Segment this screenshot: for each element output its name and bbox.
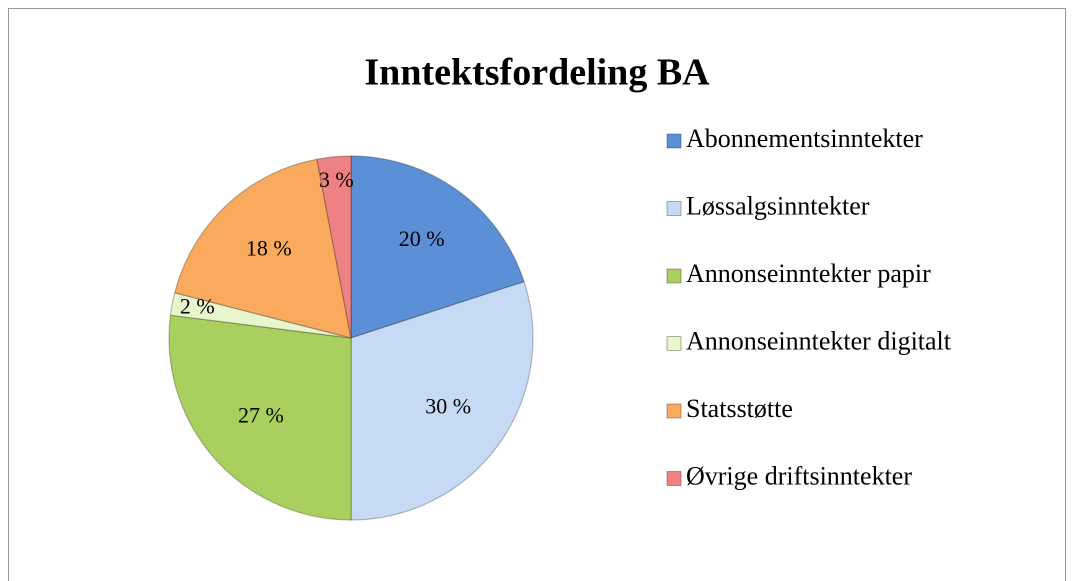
pie-slice <box>350 281 534 521</box>
data-label: 20 % <box>399 226 445 251</box>
data-label: 27 % <box>238 402 284 427</box>
legend-swatch <box>666 133 682 149</box>
pie-slice <box>169 292 352 339</box>
frame <box>8 8 1066 581</box>
chart-title: Inntektsfordeling BA <box>364 52 710 94</box>
legend-label: Annonseinntekter digitalt <box>686 326 952 355</box>
pie-slice <box>173 158 352 339</box>
legend-swatch <box>666 268 682 284</box>
legend-swatch <box>666 201 682 216</box>
pie-slice <box>168 314 352 521</box>
legend-label: Løssalgsinntekter <box>686 191 870 220</box>
legend-swatch <box>666 403 682 419</box>
legend-label: Statsstøtte <box>686 394 793 423</box>
data-label: 18 % <box>246 235 292 260</box>
data-label: 2 % <box>180 294 215 319</box>
pie-slice <box>350 155 525 339</box>
data-label: 3 % <box>319 167 354 192</box>
data-label: 30 % <box>425 394 471 419</box>
legend-label: Annonseinntekter papir <box>686 259 931 288</box>
legend-label: Abonnementsinntekter <box>686 124 923 153</box>
pie-slice <box>316 155 352 339</box>
legend-swatch <box>666 471 682 486</box>
legend-swatch <box>666 336 682 351</box>
legend-label: Øvrige driftsinntekter <box>686 461 912 490</box>
